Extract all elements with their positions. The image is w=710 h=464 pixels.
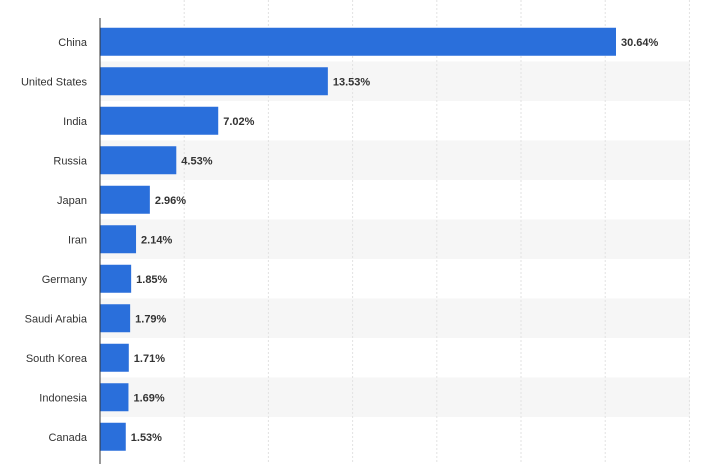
bar-south-korea[interactable] (100, 343, 129, 372)
row-band (100, 298, 690, 338)
category-label: Saudi Arabia (25, 313, 88, 325)
category-label: Indonesia (39, 392, 88, 404)
value-label: 1.53% (131, 432, 162, 444)
value-labels: 30.64% 13.53% 7.02% 4.53% 2.96% 2.14% 1.85% 1.7… (131, 37, 659, 444)
category-label: Canada (48, 432, 87, 444)
value-label: 2.96% (155, 195, 186, 207)
value-label: 1.71% (134, 353, 165, 365)
category-label: United States (21, 76, 88, 88)
value-label: 1.69% (133, 392, 164, 404)
bar-saudi-arabia[interactable] (100, 304, 131, 333)
category-label: Iran (68, 234, 87, 246)
bar-iran[interactable] (100, 225, 137, 254)
bar-japan[interactable] (100, 185, 150, 214)
category-label: South Korea (26, 353, 88, 365)
value-label: 13.53% (333, 76, 371, 88)
category-label: Germany (42, 274, 88, 286)
bar-india[interactable] (100, 106, 219, 135)
bars (100, 27, 616, 451)
category-labels: China United States India Russia Japan Iran Ge… (21, 37, 88, 444)
row-band (100, 377, 690, 417)
category-label: China (58, 37, 88, 49)
bar-canada[interactable] (100, 422, 126, 451)
bar-united-states[interactable] (100, 67, 328, 96)
value-label: 1.79% (135, 313, 166, 325)
bar-germany[interactable] (100, 264, 132, 293)
category-label: India (63, 116, 88, 128)
bar-china[interactable] (100, 27, 616, 56)
row-band (100, 219, 690, 259)
value-label: 4.53% (181, 155, 212, 167)
bar-russia[interactable] (100, 146, 177, 175)
value-label: 30.64% (621, 37, 659, 49)
value-label: 7.02% (223, 116, 254, 128)
value-label: 2.14% (141, 234, 172, 246)
bar-indonesia[interactable] (100, 383, 129, 412)
category-label: Japan (57, 195, 87, 207)
row-bands (100, 61, 690, 417)
gridlines (183, 0, 690, 464)
row-band (100, 140, 690, 180)
category-label: Russia (53, 155, 88, 167)
value-label: 1.85% (136, 274, 167, 286)
